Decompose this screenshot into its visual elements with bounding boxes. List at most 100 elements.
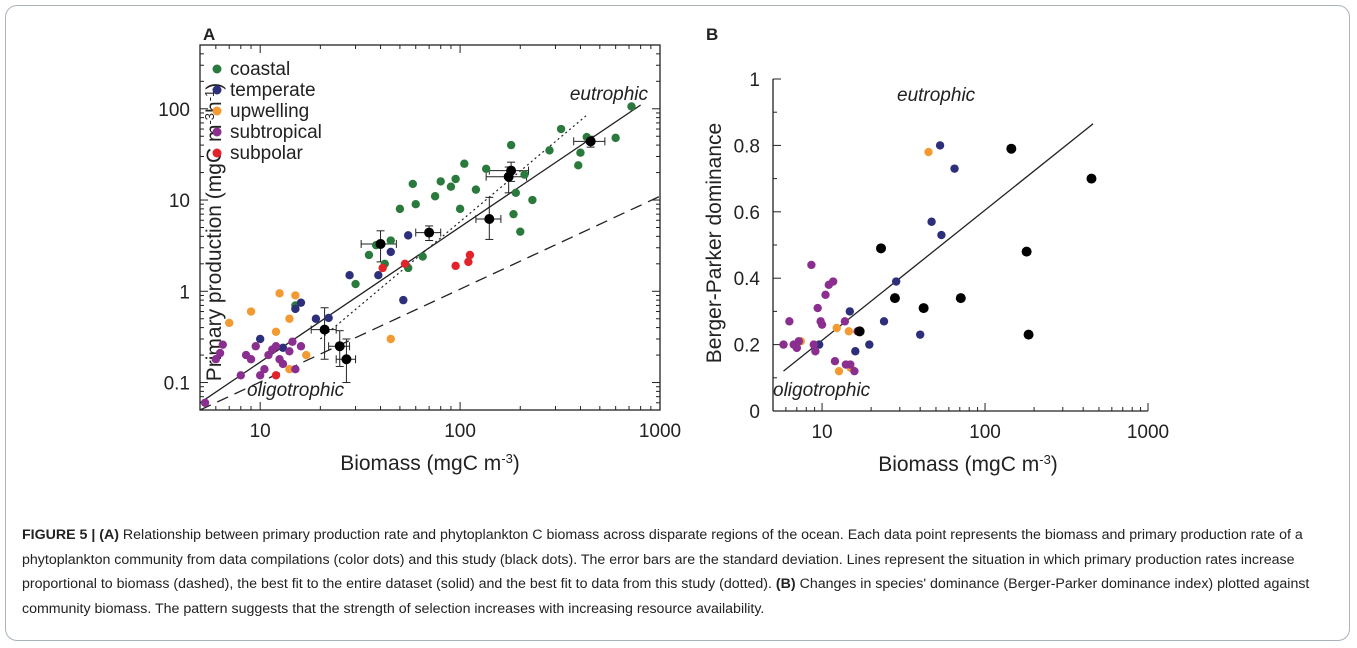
- point-a-temperate: [296, 298, 306, 307]
- caption-text-b: Changes in species' dominance (Berger-Pa…: [22, 576, 1310, 617]
- point-a-this-study: [341, 354, 352, 365]
- point-a-coastal: [516, 227, 525, 236]
- point-a-this-study: [484, 213, 495, 224]
- point-a-subtropical: [278, 359, 288, 369]
- panel-label-b: B: [706, 25, 718, 44]
- point-a-subtropical: [288, 337, 297, 346]
- point-a-subpolar: [400, 259, 410, 269]
- point-a-this-study: [506, 165, 517, 176]
- point-a-coastal: [395, 204, 405, 214]
- figure-frame: [5, 5, 1350, 641]
- x-axis-label-end-a: ): [513, 452, 520, 475]
- y-tick-label-b: 0.4: [734, 269, 761, 290]
- figure-caption: FIGURE 5 | (A) Relationship between prim…: [22, 523, 1337, 621]
- y-tick-label-b: 0: [749, 402, 760, 423]
- x-axis-label-text-a: Biomass (mgC m: [340, 452, 501, 475]
- point-a-subtropical: [211, 355, 221, 364]
- point-a-upwelling: [271, 327, 281, 336]
- point-a-coastal: [430, 192, 440, 201]
- point-a-this-study: [585, 136, 596, 147]
- point-b-subtropical: [846, 360, 855, 369]
- point-b-subtropical: [794, 337, 804, 346]
- point-a-subpolar: [465, 250, 475, 260]
- point-b-temperate: [851, 347, 860, 356]
- point-a-coastal: [351, 279, 360, 289]
- point-a-temperate: [386, 247, 395, 257]
- point-b-this-study: [955, 293, 966, 304]
- legend-label-coastal: coastal: [230, 59, 290, 80]
- point-a-coastal: [481, 164, 491, 173]
- point-b-temperate: [935, 141, 945, 150]
- point-a-coastal: [451, 174, 460, 184]
- legend-marker-upwelling: [212, 106, 222, 116]
- x-tick-label-a: 10: [250, 421, 271, 442]
- point-b-subtropical: [817, 320, 827, 329]
- point-b-temperate: [865, 340, 874, 349]
- point-a-coastal: [364, 250, 374, 260]
- point-a-coastal: [576, 148, 585, 157]
- point-a-coastal: [506, 140, 516, 150]
- point-b-subtropical: [850, 366, 859, 376]
- point-a-subtropical: [215, 348, 225, 358]
- point-a-coastal: [436, 177, 445, 186]
- point-a-temperate: [291, 304, 300, 314]
- point-b-this-study: [1021, 246, 1032, 257]
- point-b-subtropical: [809, 340, 819, 349]
- point-a-coastal: [471, 185, 481, 194]
- point-b-upwelling: [832, 323, 841, 333]
- y-tick-label-b: 0.6: [734, 203, 760, 224]
- point-a-coastal: [528, 195, 537, 205]
- point-b-subtropical: [807, 260, 816, 270]
- point-a-subtropical: [236, 371, 246, 380]
- point-a-subtropical: [260, 364, 269, 374]
- panel-b: 0 0.2 0.4 0.6 0.8 1 10 100 1000 Biomass (mgC m-3)…: [703, 25, 1169, 476]
- point-a-upwelling: [285, 314, 294, 323]
- point-a-this-study: [319, 324, 330, 335]
- legend-label-upwelling: upwelling: [230, 101, 309, 122]
- caption-label: FIGURE 5 | (A): [22, 527, 119, 543]
- point-a-temperate: [374, 271, 383, 280]
- y-axis-label-b: Berger-Parker dominance: [703, 123, 726, 363]
- y-tick-label-b: 0.8: [734, 136, 760, 157]
- point-a-coastal: [556, 124, 566, 134]
- point-a-this-study: [424, 227, 435, 238]
- point-b-this-study: [854, 326, 865, 337]
- point-b-temperate: [845, 307, 855, 316]
- x-tick-label-a: 100: [444, 421, 476, 442]
- point-b-temperate: [891, 277, 901, 286]
- y-tick-label-a: 0.1: [164, 374, 190, 395]
- y-axis-label-part-a: Primary production (mgC m: [203, 125, 226, 382]
- y-axis-label-part-a: ): [203, 83, 226, 90]
- point-a-subtropical: [200, 398, 210, 407]
- legend-marker-coastal: [212, 64, 222, 74]
- annotation-eutrophic-a: eutrophic: [570, 84, 649, 105]
- point-a-coastal: [574, 161, 583, 170]
- point-a-coastal: [460, 159, 469, 168]
- point-a-temperate: [311, 314, 321, 323]
- y-axis-label-part-a: -1: [202, 90, 217, 102]
- point-b-subtropical: [840, 317, 850, 326]
- annotation-oligotrophic-b: oligotrophic: [773, 380, 871, 401]
- point-b-temperate: [879, 317, 889, 326]
- point-a-upwelling: [246, 307, 256, 316]
- point-a-coastal: [386, 236, 395, 245]
- point-b-subtropical: [811, 347, 820, 356]
- y-tick-label-b: 0.2: [734, 336, 760, 357]
- line-fit-b: [783, 123, 1094, 372]
- point-a-subtropical: [271, 342, 281, 351]
- point-b-this-study: [1006, 143, 1017, 154]
- point-b-subtropical: [785, 317, 794, 326]
- point-a-subpolar: [378, 263, 387, 273]
- x-tick-label-b: 1000: [1127, 422, 1169, 443]
- point-b-this-study: [1023, 329, 1034, 340]
- point-a-subtropical: [246, 355, 256, 364]
- x-axis-label-part-b: ): [1051, 453, 1058, 476]
- y-tick-label-b: 1: [749, 70, 760, 91]
- point-a-temperate: [345, 271, 354, 280]
- x-tick-label-b: 10: [811, 422, 832, 443]
- point-b-subtropical: [821, 290, 830, 299]
- point-b-this-study: [889, 293, 900, 304]
- point-a-subtropical: [291, 364, 300, 374]
- caption-label-b: (B): [775, 576, 796, 592]
